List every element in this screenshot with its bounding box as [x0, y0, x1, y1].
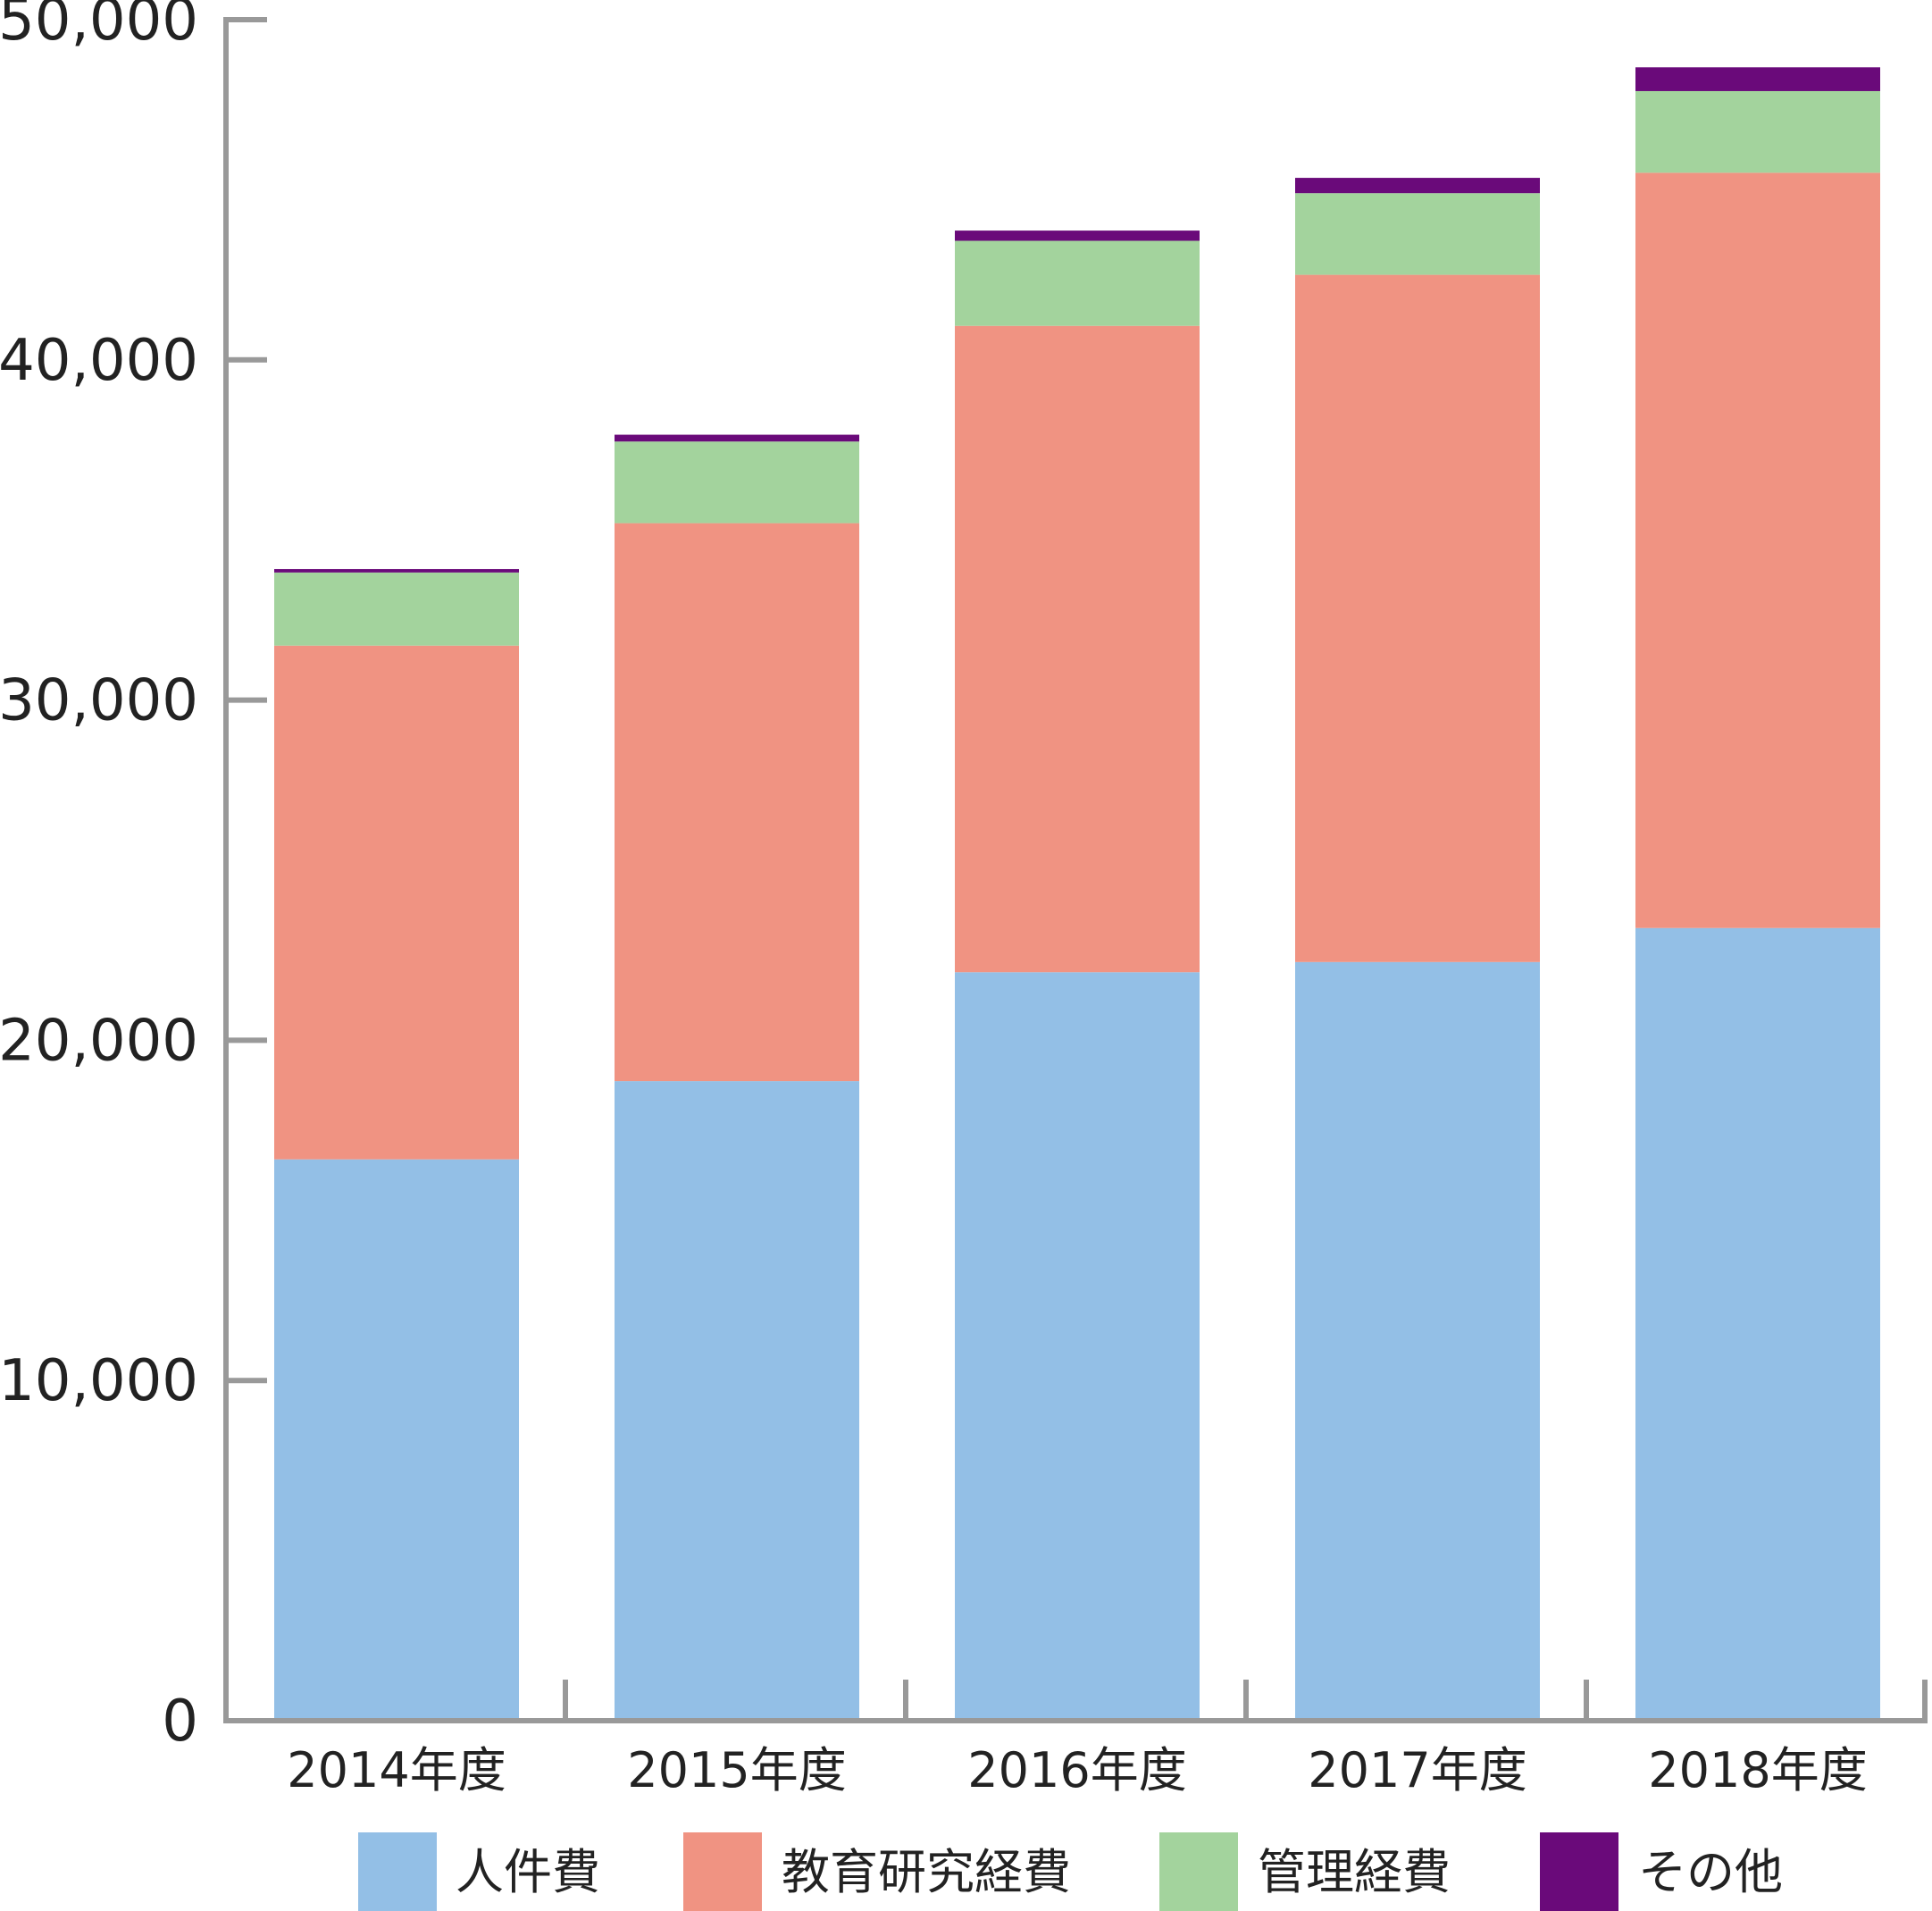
bar-segment-2-series-3 — [615, 441, 859, 524]
bar-segment-4-series-3 — [1295, 193, 1540, 275]
bar-segment-1-series-4 — [274, 568, 519, 573]
legend-label-3: 管理経費 — [1258, 1844, 1451, 1900]
y-tick-label-3: 20,000 — [0, 1008, 198, 1074]
bar-segment-3-series-1 — [955, 972, 1200, 1721]
legend-swatch-3 — [1159, 1832, 1238, 1911]
x-category-label-5: 2018年度 — [1648, 1742, 1867, 1798]
y-tick-label-5: 40,000 — [0, 328, 198, 394]
legend-label-4: その他 — [1638, 1844, 1783, 1900]
legend-swatch-2 — [683, 1832, 762, 1911]
bar-segment-4-series-2 — [1295, 274, 1540, 962]
y-tick-label-2: 10,000 — [0, 1348, 198, 1414]
legend-swatch-1 — [358, 1832, 437, 1911]
bars-layer — [274, 67, 1880, 1721]
bar-segment-3-series-3 — [955, 240, 1200, 326]
y-tick-label-1: 0 — [162, 1689, 198, 1755]
x-category-labels: 2014年度 2015年度 2016年度 2017年度 2018年度 — [287, 1742, 1867, 1798]
legend-label-2: 教育研究経費 — [782, 1844, 1071, 1900]
y-tick-label-4: 30,000 — [0, 668, 198, 734]
bar-segment-3-series-2 — [955, 325, 1200, 973]
bar-segment-1-series-3 — [274, 572, 519, 646]
bar-segment-5-series-4 — [1635, 67, 1880, 91]
bar-segment-1-series-1 — [274, 1159, 519, 1721]
legend: 人件費 教育研究経費 管理経費 その他 — [358, 1832, 1783, 1911]
x-category-label-2: 2015年度 — [627, 1742, 846, 1798]
bar-segment-4-series-4 — [1295, 178, 1540, 194]
axis-layer — [223, 17, 1928, 1723]
x-category-label-3: 2016年度 — [967, 1742, 1186, 1798]
bar-segment-3-series-4 — [955, 230, 1200, 241]
bar-segment-2-series-1 — [615, 1081, 859, 1721]
bar-segment-2-series-2 — [615, 523, 859, 1082]
y-tick-label-6: 50,000 — [0, 0, 198, 54]
y-tick-labels: 0 10,000 20,000 30,000 40,000 50,000 — [0, 0, 198, 1755]
x-category-label-4: 2017年度 — [1308, 1742, 1526, 1798]
bar-segment-5-series-1 — [1635, 927, 1880, 1721]
legend-label-1: 人件費 — [456, 1844, 600, 1900]
x-category-label-1: 2014年度 — [287, 1742, 506, 1798]
bar-segment-4-series-1 — [1295, 961, 1540, 1721]
bar-segment-2-series-4 — [615, 434, 859, 442]
bar-segment-5-series-2 — [1635, 172, 1880, 928]
bar-segment-1-series-2 — [274, 645, 519, 1160]
bar-segment-5-series-3 — [1635, 90, 1880, 173]
legend-swatch-4 — [1540, 1832, 1618, 1911]
